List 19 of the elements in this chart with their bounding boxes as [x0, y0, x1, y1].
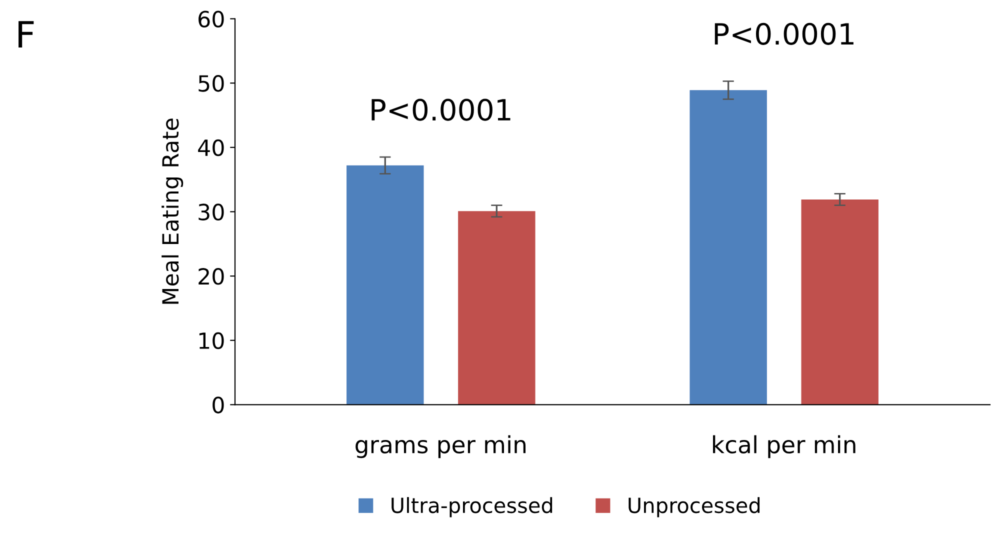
text: F: [18, 21, 34, 48]
y-tick-label: 20: [198, 268, 224, 285]
y-tick-label: 40: [198, 139, 224, 156]
x-tick-label: grams per min: [356, 435, 526, 458]
y-tick-label: 50: [198, 75, 224, 92]
bar: [690, 90, 767, 405]
annotation: P<0.0001: [714, 22, 854, 45]
annotation: P<0.0001: [372, 98, 510, 121]
y-axis-title: Meal Eating Rate: [162, 118, 184, 304]
legend-label: Ultra-processed: [392, 497, 552, 518]
y-tick-label: 30: [198, 204, 224, 220]
x-tick-label: kcal per min: [713, 435, 856, 458]
y-tick-label: 0: [212, 396, 224, 414]
bar: [458, 211, 536, 405]
bar: [801, 200, 878, 405]
y-tick-label: 60: [198, 10, 224, 28]
legend-label: Unprocessed: [628, 497, 760, 518]
y-tick-label: 10: [199, 332, 224, 350]
bar: [346, 165, 424, 405]
